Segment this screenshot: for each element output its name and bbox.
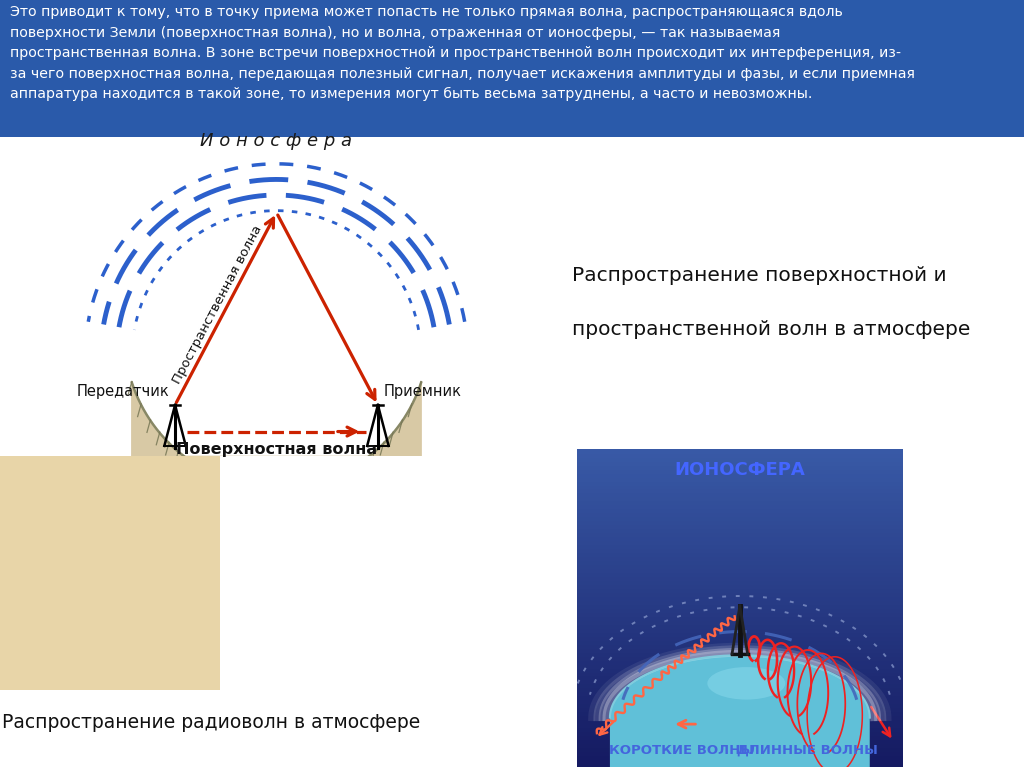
Text: КОРОТКИЕ ВОЛНЫ: КОРОТКИЕ ВОЛНЫ (609, 744, 754, 756)
Text: И о н о с ф е р а: И о н о с ф е р а (201, 132, 352, 150)
Text: Распространение радиоволн в атмосфере: Распространение радиоволн в атмосфере (2, 713, 421, 732)
Text: пространственной волн в атмосфере: пространственной волн в атмосфере (571, 320, 970, 339)
Ellipse shape (708, 667, 785, 700)
Text: ИОНОСФЕРА: ИОНОСФЕРА (675, 460, 805, 479)
Text: Передатчик: Передатчик (77, 384, 169, 399)
Polygon shape (610, 655, 869, 767)
Text: ДЛИННЫЕ ВОЛНЫ: ДЛИННЫЕ ВОЛНЫ (737, 744, 878, 756)
Text: Распространение поверхностной и: Распространение поверхностной и (571, 266, 946, 285)
Text: Это приводит к тому, что в точку приема может попасть не только прямая волна, ра: Это приводит к тому, что в точку приема … (10, 5, 915, 101)
Text: Поверхностная волна: Поверхностная волна (176, 443, 377, 457)
Polygon shape (132, 383, 421, 488)
Text: Приемник: Приемник (384, 384, 462, 399)
Text: Пространственная волна: Пространственная волна (171, 223, 265, 387)
